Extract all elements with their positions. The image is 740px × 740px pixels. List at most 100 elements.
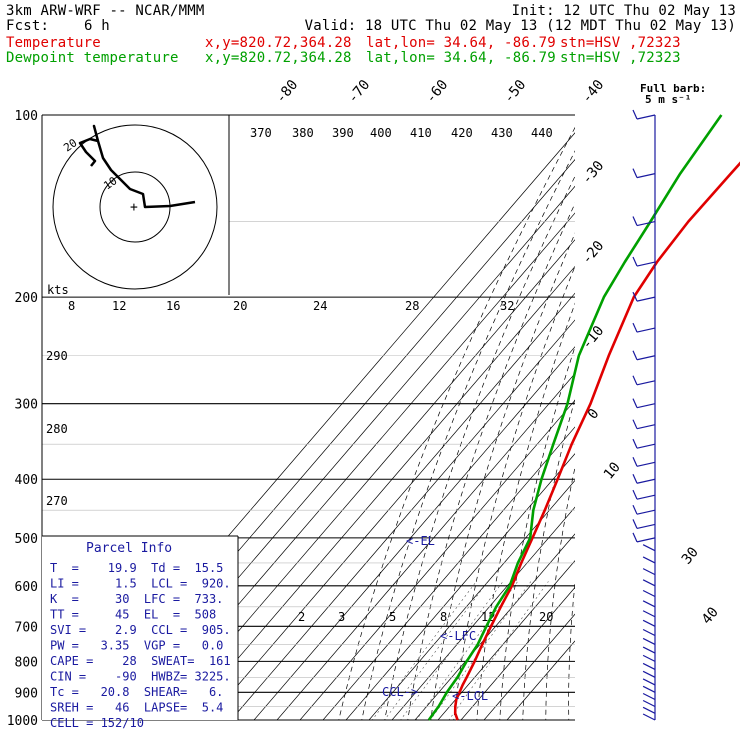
parcel-info-line: PW = 3.35 VGP = 0.0 [50,639,223,653]
wind-barb-flag [632,489,638,500]
isotherm-label: 10 [601,459,624,482]
pressure-tick-label: 900 [15,686,38,701]
isotherm [506,640,575,720]
isotherm [276,372,575,720]
mixing-ratio-label: 8 [68,299,75,313]
dry-adiabat [713,115,740,733]
temperature-latlon: lat,lon= 34.64, -86.79 [366,35,556,51]
temperature-legend: Temperature [6,35,101,51]
wind-barb-flag [632,438,638,449]
parcel-info-line: SVI = 2.9 CCL = 905. [50,623,231,637]
wind-barb [642,637,656,645]
init-time: Init: 12 UTC Thu 02 May 13 [511,3,736,19]
wind-barb [636,355,656,361]
hodograph-background [42,115,229,295]
mixing-ratio-line [429,581,532,720]
pressure-tick-label: 600 [15,580,38,595]
wind-barb [636,509,656,515]
wind-barb [636,478,656,484]
temperature-trace [453,161,740,721]
wind-barb [636,461,656,467]
pressure-tick-label: 100 [15,109,38,124]
mixing-ratio-label: 12 [112,299,126,313]
wind-barb [642,556,656,564]
mixing-ratio-line [400,581,504,720]
isotherm [460,586,575,720]
parcel-info-line: LI = 1.5 LCL = 920. [50,577,231,591]
parcel-level-marker: <-LFC [440,629,476,643]
theta-label: 370 [250,126,272,140]
isotherm [161,239,575,720]
wind-scale-units: 5 m s⁻¹ [645,93,691,106]
dewpoint-latlon: lat,lon= 34.64, -86.79 [366,50,556,66]
pressure-tick-label: 1000 [7,714,38,729]
wind-barb-flag [632,398,638,408]
wind-barb-flag [632,322,638,333]
theta-label-left: 280 [46,422,68,436]
wind-barb [642,568,656,576]
wind-barb-flag [632,291,638,302]
parcel-level-marker: <-LCL [452,689,488,703]
theta-label: 410 [410,126,432,140]
mixing-ratio-label-lower: 2 [298,610,305,624]
wind-barb-flag [632,457,638,467]
isotherm [391,506,575,720]
mixing-ratio-line [371,581,477,720]
dry-adiabat [384,175,575,720]
hodograph: + 10 20 kts [42,115,230,297]
dry-adiabat [731,115,740,733]
wind-barb-flag [632,109,638,120]
isotherm [230,319,575,720]
parcel-info-line: TT = 45 EL = 508 [50,608,216,622]
mixing-ratio-label: 24 [313,299,327,313]
dewpoint-trace [427,114,723,721]
wind-barb [642,654,656,662]
wind-barb-flag [632,216,638,226]
pressure-tick-label: 400 [15,473,38,488]
forecast-label: Fcst: [6,18,50,34]
dry-adiabat [654,115,740,733]
mixing-ratio-label: 32 [500,299,514,313]
hodograph-ring-20 [52,124,218,290]
wind-barb [636,261,656,267]
wind-barb [642,619,656,627]
mixing-ratio-label-lower: 8 [440,610,447,624]
mixing-ratio-label: 20 [233,299,247,313]
wind-barb [642,678,656,686]
dewpoint-legend: Dewpoint temperature [6,50,179,66]
dry-adiabat [453,265,575,720]
dry-adiabat [407,202,575,720]
wind-barb [636,537,656,543]
wind-scale-label: Full barb: [640,82,706,95]
wind-barb [636,380,656,386]
isotherm-label: -50 [501,77,530,107]
parcel-info-line: K = 30 LFC = 733. [50,592,223,606]
mixing-ratio-line [415,581,519,720]
dewpoint-station: stn=HSV ,72323 [560,50,681,66]
parcel-info-line: CAPE = 28 SWEAT= 161 [50,654,231,668]
dry-adiabat [476,302,575,720]
wind-barb-flag [632,168,638,178]
wind-barb [636,494,656,500]
wind-barb-flag [632,532,638,543]
dry-adiabat [522,397,575,720]
hodograph-ring-label: 10 [101,174,119,192]
dewpoint-xy: x,y=820.72,364.28 [205,50,352,66]
wind-barb [642,670,656,678]
parcel-info-title: Parcel Info [86,541,172,556]
hodograph-ring-label-outer: 20 [61,136,79,154]
dry-adiabat [545,465,575,720]
forecast-hours: 6 h [84,18,110,34]
wind-barb-flag [632,419,638,429]
wind-barb [642,662,656,670]
hodograph-origin: + [130,200,138,215]
theta-label: 380 [292,126,314,140]
mixing-ratio-label: 16 [166,299,180,313]
wind-barb [642,628,656,637]
theta-label: 440 [531,126,553,140]
wind-barb-flag [632,504,638,515]
hodograph-units: kts [47,283,69,297]
dry-adiabat [338,126,575,720]
wind-barb-flag [632,474,638,484]
parcel-info-line: CIN = -90 HWBZ= 3225. [50,670,231,684]
